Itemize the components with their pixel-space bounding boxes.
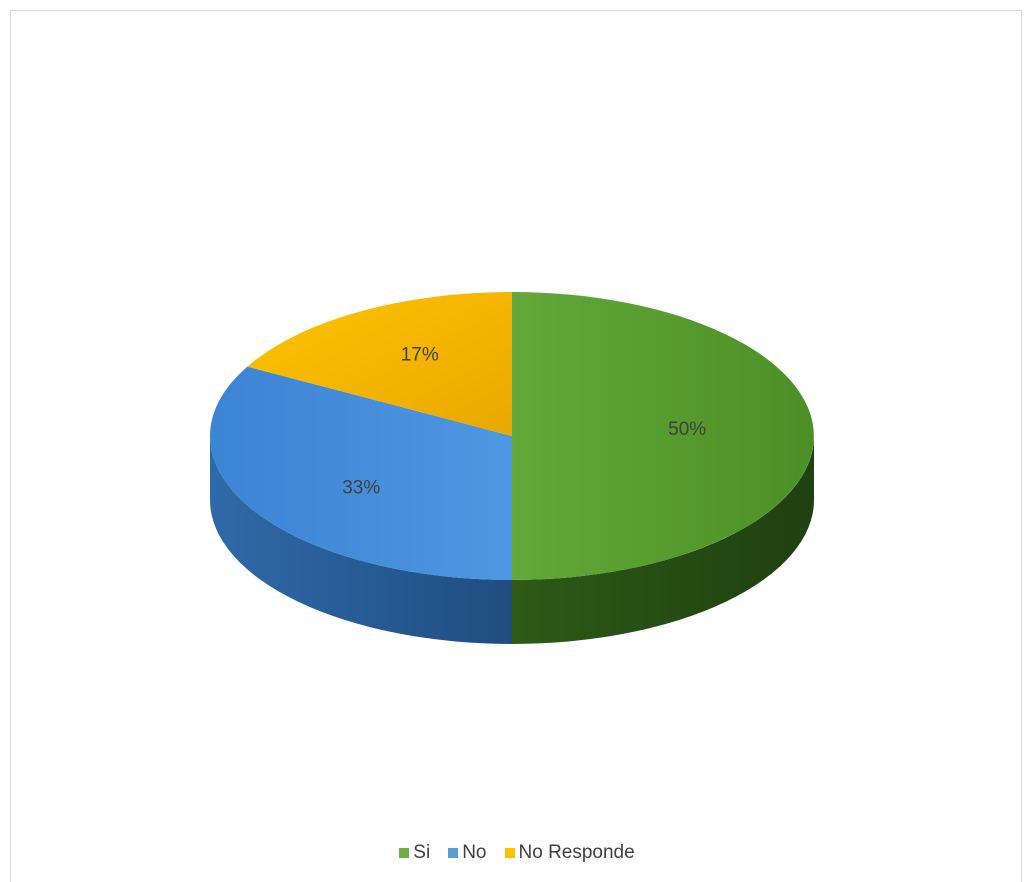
legend-swatch-si (399, 848, 410, 858)
pie-sides (210, 436, 814, 644)
pie-data-labels: 50% 33% 17% (342, 345, 706, 499)
data-label-no: 33% (342, 478, 380, 499)
pie-slices (210, 292, 814, 580)
pie-slice-no-responde (247, 292, 513, 436)
pie-slice-no (210, 366, 512, 580)
legend-label-no-responde: No Responde (518, 842, 635, 863)
pie-side-no (210, 436, 512, 644)
data-label-no-responde: 17% (401, 345, 439, 366)
legend-item-no: No (448, 842, 487, 864)
legend-swatch-no (448, 848, 459, 858)
legend-label-no: No (462, 842, 487, 863)
pie-slice-si (512, 292, 814, 580)
data-label-si: 50% (668, 419, 706, 440)
legend-item-no-responde: No Responde (504, 842, 635, 864)
legend: Si No No Responde (0, 838, 1034, 868)
legend-swatch-no-responde (504, 848, 515, 858)
legend-label-si: Si (413, 842, 431, 863)
pie-side-si (512, 436, 814, 644)
legend-item-si: Si (399, 842, 430, 864)
